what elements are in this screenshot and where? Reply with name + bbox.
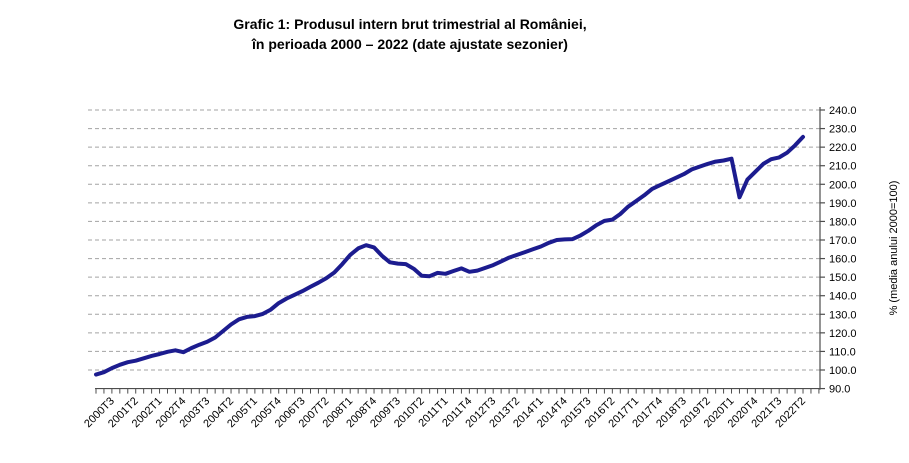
y-tick-label: 230.0	[829, 124, 857, 136]
y-tick-label: 180.0	[829, 216, 857, 228]
y-tick-label: 220.0	[829, 142, 857, 154]
chart-title: Grafic 1: Produsul intern brut trimestri…	[0, 14, 820, 54]
y-tick-label: 150.0	[829, 272, 857, 284]
y-tick-label: 140.0	[829, 291, 857, 303]
y-tick-label: 200.0	[829, 179, 857, 191]
y-tick-label: 130.0	[829, 309, 857, 321]
y-tick-label: 90.0	[829, 384, 850, 396]
y-tick-label: 190.0	[829, 198, 857, 210]
y-tick-label: 160.0	[829, 254, 857, 266]
y-tick-label: 170.0	[829, 235, 857, 247]
y-tick-label: 120.0	[829, 328, 857, 340]
y-tick-label: 100.0	[829, 365, 857, 377]
y-tick-label: 240.0	[829, 105, 857, 117]
y-tick-label: 110.0	[829, 346, 856, 358]
chart-title-line2: în perioada 2000 – 2022 (date ajustate s…	[252, 36, 568, 52]
gdp-series-line	[94, 134, 805, 377]
chart-title-line1: Grafic 1: Produsul intern brut trimestri…	[233, 16, 587, 32]
y-axis-title: % (media anului 2000=100)	[888, 181, 900, 316]
y-tick-label: 210.0	[829, 161, 857, 173]
